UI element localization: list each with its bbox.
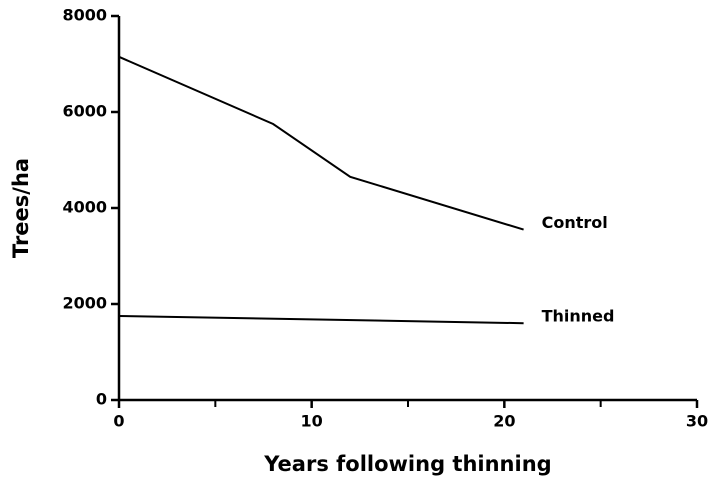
y-tick-label: 2000 — [62, 294, 107, 313]
x-axis-label: Years following thinning — [263, 452, 551, 476]
y-tick-label: 6000 — [62, 102, 107, 121]
series-line — [118, 55, 524, 231]
x-tick-label: 0 — [113, 412, 124, 431]
y-tick-label: 8000 — [62, 6, 107, 25]
x-tick-label: 10 — [301, 412, 323, 431]
y-tick-label: 0 — [96, 390, 107, 409]
y-tick-label: 4000 — [62, 198, 107, 217]
x-tick-label: 20 — [493, 412, 515, 431]
y-axis-label: Trees/ha — [9, 158, 33, 258]
series-line — [118, 315, 524, 325]
series-label: Control — [542, 213, 608, 232]
x-tick-label: 30 — [686, 412, 708, 431]
series-label: Thinned — [542, 307, 615, 326]
